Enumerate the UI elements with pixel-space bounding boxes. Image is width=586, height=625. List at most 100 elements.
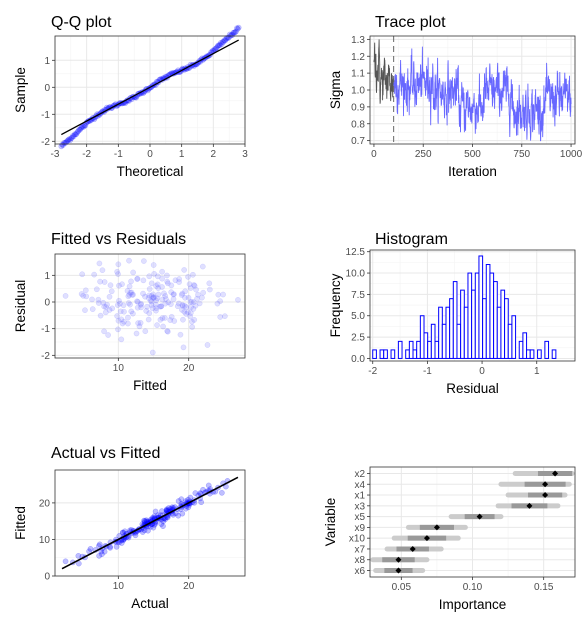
importance-point [395,556,402,563]
fitted-point [141,527,148,534]
panel-title: Histogram [375,231,448,248]
fitted-point [200,486,206,493]
y-tick-label: 1.1 [351,69,365,80]
residual-point [136,323,143,330]
fitted-point [119,529,126,536]
residual-point [95,296,102,303]
residual-point [101,303,108,310]
residual-point [181,267,188,273]
qq-point [219,39,226,45]
qq-point [59,141,66,148]
fitted-point [162,516,169,523]
residual-point [158,303,165,310]
variable-label: x10 [349,534,366,545]
fitted-point [205,482,212,489]
qq-point [71,131,78,138]
residual-point [102,309,109,316]
residual-point [159,284,165,290]
fitted-point [167,506,173,512]
qq-point [229,32,236,38]
residual-point [107,282,114,289]
residual-point [161,315,168,321]
residual-point [114,302,121,308]
fitted-point [143,517,150,524]
fitted-point [96,541,103,548]
x-axis-label: Residual [446,381,499,396]
qq-point [231,29,238,36]
x-tick-label: -3 [51,149,60,160]
histogram-bar [493,281,498,359]
variable-label: x6 [354,566,365,577]
residual-point [163,296,169,302]
residual-point [190,271,196,278]
residual-point [119,320,126,327]
qq-point [232,29,238,36]
residual-point [114,268,120,275]
residual-point [151,271,158,277]
qq-reference-line [61,39,239,136]
residual-point [106,293,113,300]
residual-point [191,317,198,323]
residual-point [206,280,213,287]
residual-point [215,291,222,298]
residual-point [147,297,154,304]
histogram-bar [482,298,487,359]
residual-point [157,316,164,323]
residual-point [172,277,179,284]
panel-border [369,466,576,578]
residual-point [217,314,224,320]
trace-line-burn-in [373,39,395,104]
y-tick-label: 5.0 [351,311,365,322]
x-tick-label: 20 [183,363,195,374]
residual-point [127,289,134,296]
residual-point [196,300,203,307]
histogram-bar [405,349,410,359]
qq-point [64,137,71,144]
residual-point [115,271,121,277]
residual-point [134,276,141,282]
fitted-point [141,517,147,524]
residual-point [153,283,160,289]
panel-title: Actual vs Fitted [51,445,160,462]
y-tick-label: 20 [39,498,51,509]
qq-point [213,45,220,51]
residual-point [189,318,195,325]
residual-point [115,317,122,324]
importance-point [395,567,402,574]
histogram-bar [390,349,396,359]
fitted-point [155,512,161,518]
residual-point [96,260,103,267]
fitted-point [75,560,82,567]
qq-point [217,40,224,46]
residual-point [180,316,186,323]
x-tick-label: -1 [114,149,123,160]
residual-point [104,301,110,308]
x-tick-label: 750 [513,149,530,160]
residual-point [89,306,96,312]
y-tick-label: -1 [41,324,50,335]
residual-point [146,310,153,317]
residual-point [148,293,155,299]
residual-point [117,308,124,315]
residual-point [128,278,134,285]
residual-point [153,297,160,304]
fitted-point [169,504,175,511]
residual-point [168,282,175,289]
residual-point [108,288,115,295]
hist-panel: -2 -1 0 10.02.55.07.510.012.5HistogramResid… [328,231,576,396]
y-axis-label: Residual [13,280,28,333]
histogram-bar [511,315,517,359]
residual-point [174,303,181,310]
histogram-bar [478,255,484,359]
fitted-point [165,505,172,511]
fitted-point [175,498,182,504]
y-tick-label: 1 [44,56,50,67]
residual-point [164,328,171,334]
fitted-point [192,490,199,496]
residual-point [181,308,188,315]
residual-point [159,268,165,275]
residual-point [91,271,98,278]
qq-point [73,131,80,137]
residual-point [126,283,133,290]
